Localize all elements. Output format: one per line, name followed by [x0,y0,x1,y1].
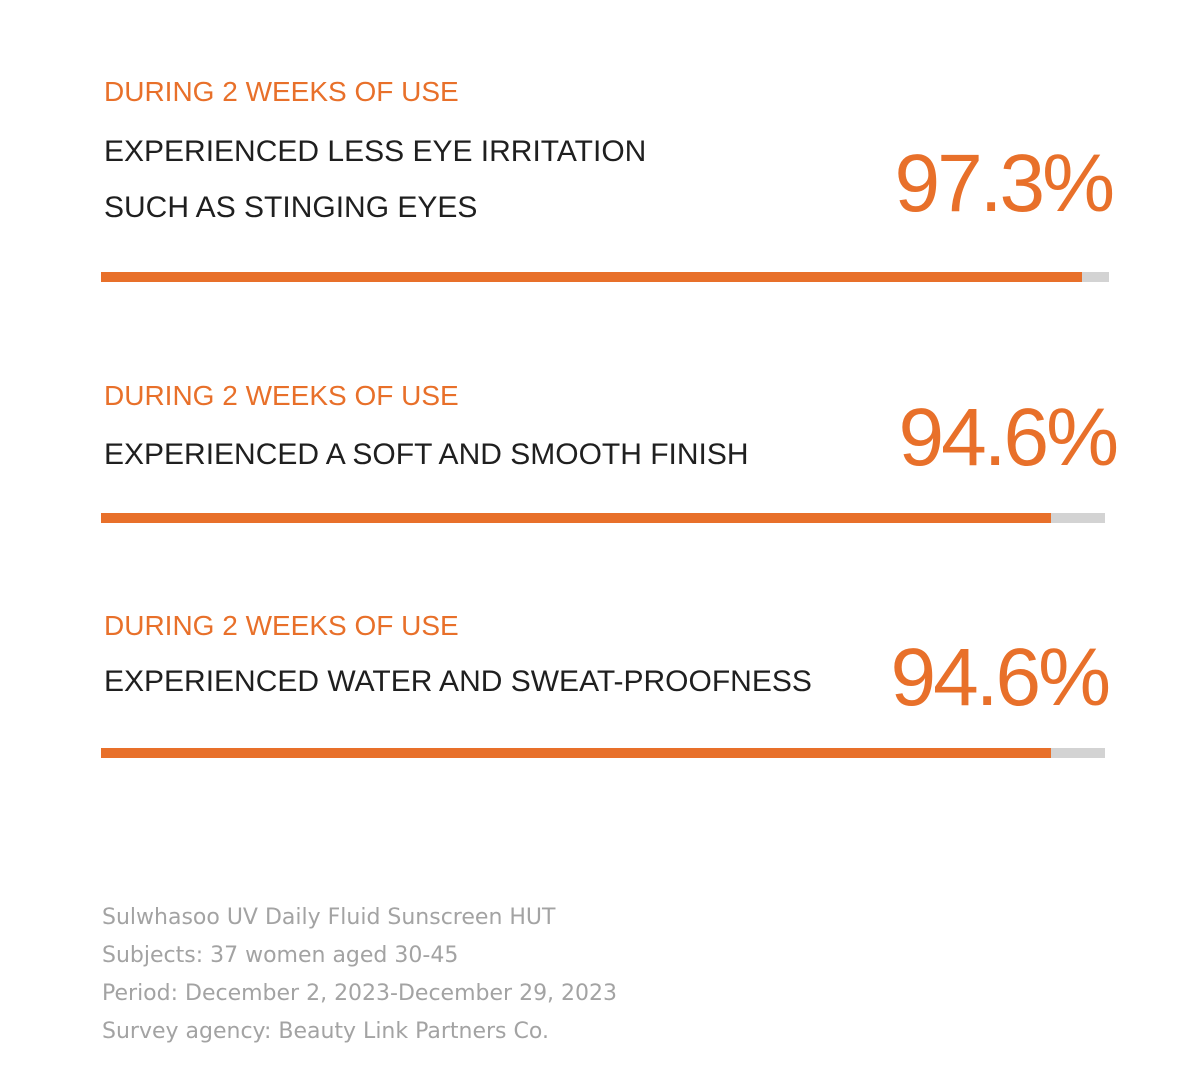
stat-period-label: DURING 2 WEEKS OF USE [104,380,459,411]
stat-description: EXPERIENCED LESS EYE IRRITATION SUCH AS … [104,124,646,236]
stat-description: EXPERIENCED WATER AND SWEAT-PROOFNESS [104,654,812,710]
footnote-period: Period: December 2, 2023-December 29, 20… [102,981,618,1006]
footnote-product: Sulwhasoo UV Daily Fluid Sunscreen HUT [102,905,556,930]
stat-percentage: 97.3% [894,138,1115,229]
footnote-subjects: Subjects: 37 women aged 30-45 [102,943,459,968]
stat-description-line: EXPERIENCED LESS EYE IRRITATION [104,135,647,168]
stat-period-label: DURING 2 WEEKS OF USE [104,610,459,641]
stat-progress-fill [101,272,1082,282]
stat-progress-track [101,513,1105,523]
stat-description-line: SUCH AS STINGING EYES [104,191,478,224]
stat-progress-track [101,272,1109,282]
footnote-agency: Survey agency: Beauty Link Partners Co. [102,1019,549,1044]
stat-progress-track [101,748,1105,758]
stat-progress-fill [101,513,1051,523]
stat-percentage: 94.6% [890,632,1111,723]
survey-footnote: Sulwhasoo UV Daily Fluid Sunscreen HUT S… [102,899,617,1051]
stat-description-line: EXPERIENCED A SOFT AND SMOOTH FINISH [104,438,749,471]
stat-progress-fill [101,748,1051,758]
stat-percentage: 94.6% [898,392,1119,483]
stat-description-line: EXPERIENCED WATER AND SWEAT-PROOFNESS [104,665,812,698]
stat-period-label: DURING 2 WEEKS OF USE [104,76,459,107]
stat-description: EXPERIENCED A SOFT AND SMOOTH FINISH [104,427,749,483]
